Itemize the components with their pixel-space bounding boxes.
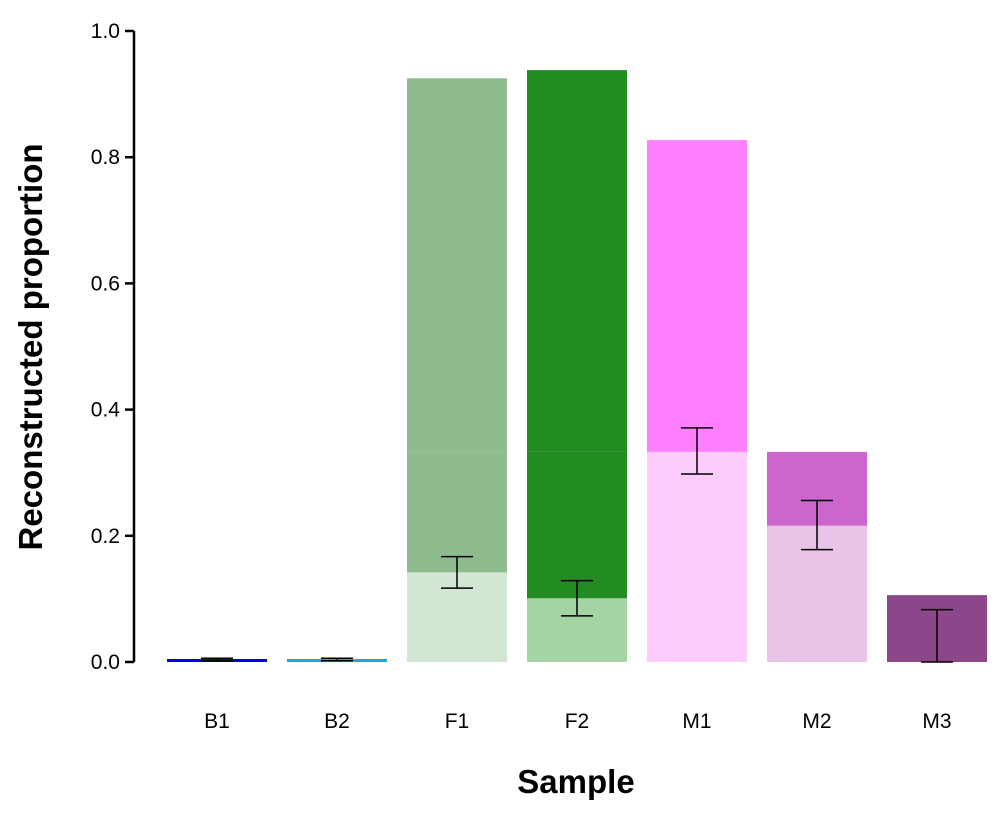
bar-segment: [407, 78, 507, 452]
error-bar: [561, 579, 593, 617]
bar-segment: [647, 451, 747, 662]
error-bar: [921, 608, 953, 663]
y-tick-label: 0.6: [91, 272, 120, 295]
error-bar: [441, 555, 473, 589]
error-bar: [201, 657, 233, 662]
x-tick-label: F1: [445, 710, 470, 733]
bar-f1: [407, 78, 507, 662]
error-bar: [321, 657, 353, 662]
bar-m2: [767, 451, 867, 662]
error-bar: [801, 499, 833, 551]
x-axis-title: Sample: [517, 763, 634, 800]
y-tick-label: 0.8: [91, 146, 120, 169]
bar-segment: [407, 451, 507, 573]
y-tick-label: 0.2: [91, 525, 120, 548]
x-tick-label: M3: [922, 710, 951, 733]
x-tick-label: F2: [565, 710, 590, 733]
y-axis-ticks: 0.0 0.2 0.4 0.6 0.8 1.0: [91, 20, 134, 674]
y-tick-label: 0.0: [91, 651, 120, 674]
x-tick-label: M1: [682, 710, 711, 733]
y-tick-label: 1.0: [91, 20, 120, 43]
bar-f2: [527, 70, 627, 662]
bar-segment: [527, 451, 627, 599]
y-axis-title: Reconstructed proportion: [12, 143, 49, 550]
error-bar: [681, 427, 713, 475]
x-tick-label: B2: [324, 710, 350, 733]
bars-layer: [167, 70, 987, 662]
bar-m1: [647, 140, 747, 662]
y-tick-label: 0.4: [91, 399, 121, 422]
x-axis-labels: B1 B2 F1 F2 M1 M2 M3: [204, 710, 951, 733]
error-bars-layer: [201, 427, 953, 663]
bar-segment: [647, 140, 747, 452]
x-tick-label: M2: [802, 710, 831, 733]
bar-segment: [527, 70, 627, 452]
x-tick-label: B1: [204, 710, 230, 733]
